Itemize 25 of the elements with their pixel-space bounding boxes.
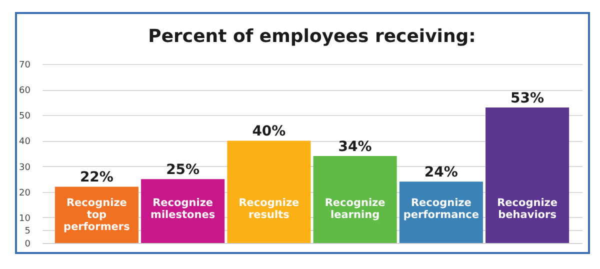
y-tick-label: 60 xyxy=(19,86,31,96)
data-label: 24% xyxy=(424,164,458,181)
data-label: 34% xyxy=(338,139,372,156)
y-tick-label: 50 xyxy=(19,112,31,122)
x-tick-label: Recognize learning xyxy=(324,197,386,221)
bar xyxy=(313,156,397,243)
y-tick-label: 10 xyxy=(19,214,31,224)
x-tick-label: Recognize performance xyxy=(403,197,479,221)
x-tick-label: Recognize behaviors xyxy=(497,197,558,221)
y-tick-label: 70 xyxy=(19,60,31,70)
y-tick-label: 5 xyxy=(24,226,30,237)
bar xyxy=(227,140,311,243)
x-tick-label: Recognize milestones xyxy=(150,197,216,221)
data-label: 53% xyxy=(510,90,544,106)
data-label: 25% xyxy=(166,162,200,178)
y-tick-label: 0 xyxy=(24,240,31,250)
y-tick-label: 30 xyxy=(19,162,31,173)
x-tick-label: Recognize results xyxy=(238,197,300,221)
x-tick-label: Recognize top performers xyxy=(64,197,130,233)
y-tick-label: 40 xyxy=(19,137,31,148)
bar xyxy=(486,107,570,243)
data-label: 40% xyxy=(252,124,286,140)
y-tick-label: 20 xyxy=(19,188,31,198)
data-label: 22% xyxy=(80,170,114,186)
chart-title: Percent of employees receiving: xyxy=(148,26,476,47)
